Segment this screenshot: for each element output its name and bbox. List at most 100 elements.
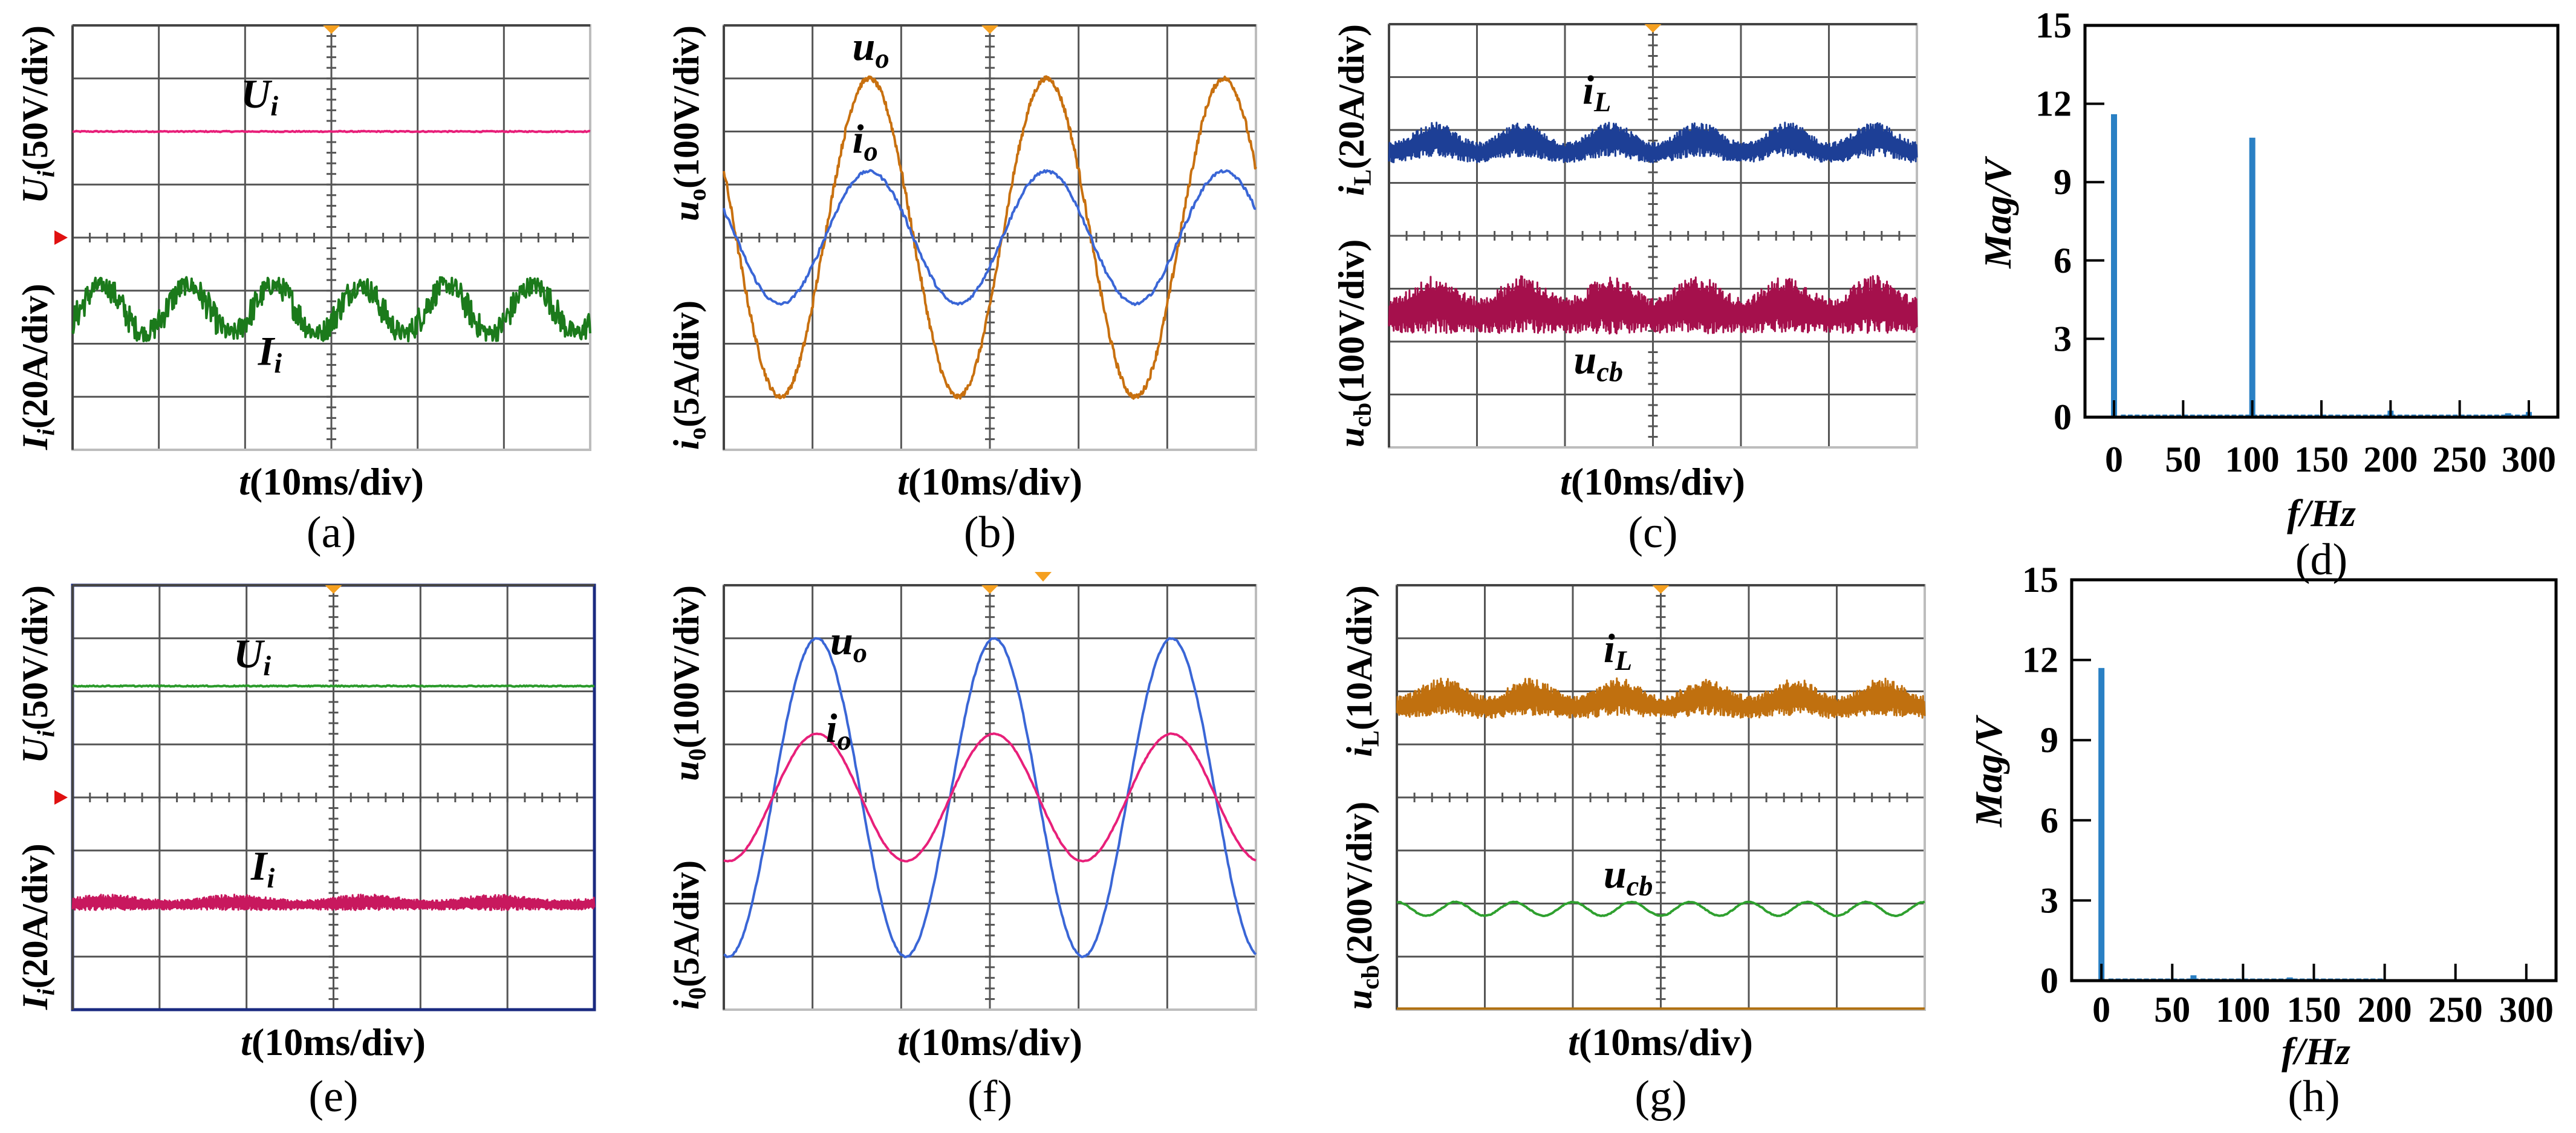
x-axis-variable: t [241, 1021, 253, 1063]
text-part: i [666, 999, 706, 1010]
x-tick-label: 150 [2294, 440, 2349, 479]
subscript: o [875, 44, 889, 74]
center-axis-ticks [89, 595, 578, 1000]
trace-label-Ii: Ii [258, 328, 282, 380]
panel-caption: (d) [2295, 535, 2347, 585]
text-part: I [15, 434, 55, 450]
text-part: (50V/div) [15, 585, 55, 730]
y-tick-label: 12 [2022, 640, 2058, 680]
trace-label-Ii: Ii [250, 843, 275, 894]
subscript: cb [1348, 403, 1376, 427]
scope-panel-a: Ui Ii t(10ms/div) Ui(50V/div) Ii (20A/div) (a) [15, 24, 591, 557]
y-tick-label: 15 [2035, 5, 2072, 45]
text-part: (50V/div) [15, 25, 55, 170]
x-tick-label: 200 [2358, 990, 2412, 1030]
text-part: (100V/div) [666, 585, 706, 748]
plot-frame [2083, 24, 2560, 419]
trace-ucb [1388, 274, 1918, 335]
trace-label-ucb: ucb [1574, 337, 1623, 388]
panel-caption: (a) [307, 508, 356, 557]
y-axis-label-top: uo(100V/div) [666, 25, 711, 221]
trace-label-iL: iL [1604, 625, 1632, 677]
y-tick-label: 12 [2035, 84, 2072, 124]
center-axis-ticks [740, 35, 1240, 440]
x-axis-label: t(10ms/div) [239, 460, 424, 503]
x-tick-label: 200 [2363, 440, 2418, 479]
text-part: i [853, 116, 864, 162]
x-tick-label: 300 [2502, 440, 2556, 479]
spectrum-bar [2111, 114, 2118, 417]
x-axis-label: f/Hz [2282, 1030, 2350, 1073]
subscript: cb [1596, 357, 1623, 388]
x-tick-label: 50 [2154, 990, 2190, 1030]
ground-reference-marker-icon [54, 230, 68, 245]
scope-panel-c: iLucbt(10ms/div)iL(20A/div)ucb(100V/div)… [1332, 23, 1918, 557]
x-tick-label: 0 [2105, 440, 2123, 479]
text-part: u [666, 201, 706, 221]
panel-caption: (b) [964, 508, 1016, 557]
trace-label-io: io [853, 116, 878, 167]
subscript: i [263, 651, 271, 682]
text-part: i [1582, 67, 1594, 112]
subscript: L [1348, 169, 1376, 186]
text-part: u [1604, 851, 1627, 897]
text-part: i [826, 705, 838, 751]
x-axis-variable: t [239, 460, 251, 503]
y-axis-label: Mag/V [1976, 155, 2019, 269]
y-axis-label-top: iL(20A/div) [1332, 24, 1376, 196]
text-part: I [250, 843, 268, 889]
trace-label-Ui: Ui [233, 631, 271, 682]
text-part: I [258, 328, 276, 374]
x-axis-unit: (10ms/div) [908, 1021, 1082, 1063]
y-tick-label: 6 [2054, 241, 2072, 281]
trigger-marker-icon [981, 585, 998, 594]
text-part: i [666, 440, 706, 450]
x-tick-label: 100 [2225, 440, 2280, 479]
x-axis-label: t(10ms/div) [897, 1021, 1082, 1063]
text-part: (5A/div) [666, 860, 706, 987]
x-tick-label: 250 [2433, 440, 2487, 479]
subscript: i [270, 91, 278, 122]
x-axis-label: t(10ms/div) [1560, 460, 1745, 503]
y-tick-label: 0 [2054, 397, 2072, 437]
text-part: u [1339, 990, 1379, 1010]
subscript: o [683, 427, 711, 440]
text-part: (200V/div) [1339, 802, 1379, 965]
x-tick-label: 100 [2216, 990, 2270, 1030]
y-axis-label-bottom: ucb(200V/div) [1339, 802, 1384, 1010]
y-axis-label-top: u0(100V/div) [666, 585, 711, 781]
x-axis-label: t(10ms/div) [241, 1021, 426, 1063]
trace-Ii [71, 894, 596, 911]
y-axis-label-top: Ui(50V/div) [15, 25, 59, 204]
x-axis-variable: t [897, 460, 909, 503]
trigger-marker-icon [1644, 24, 1662, 33]
x-axis-label: f/Hz [2287, 492, 2356, 534]
trace-io [723, 732, 1257, 863]
trace-label-iL: iL [1582, 67, 1611, 118]
x-tick-label: 150 [2287, 990, 2341, 1030]
text-part: (100V/div) [666, 25, 706, 189]
subscript: L [1615, 646, 1632, 677]
x-axis-variable: t [1568, 1021, 1580, 1063]
subscript: i [32, 170, 59, 177]
x-tick-label: 0 [2092, 990, 2110, 1030]
spectrum-chart-h: 0 50 100 150 200 250 300 0 3 6 9 12 15 f/Hz Mag/V (h) [1967, 560, 2558, 1122]
y-axis-label-bottom: i0(5A/div) [666, 860, 711, 1010]
text-part: U [233, 631, 265, 677]
x-tick-label: 250 [2428, 990, 2483, 1030]
x-axis-label: t(10ms/div) [1568, 1021, 1753, 1063]
text-part: (20A/div) [15, 284, 55, 429]
spectrum-bar [2286, 977, 2293, 981]
y-axis-label: Mag/V [1967, 714, 2010, 828]
y-axis-label-bottom: io(5A/div) [666, 300, 711, 450]
text-part: U [15, 176, 55, 204]
y-axis-label-bottom: Ii(20A/div) [15, 843, 59, 1010]
subscript: o [864, 137, 878, 167]
trace-label-ucb: ucb [1604, 851, 1653, 902]
text-part: (5A/div) [666, 300, 706, 427]
y-tick-label: 3 [2054, 319, 2072, 359]
text-part: (100V/div) [1332, 239, 1371, 403]
